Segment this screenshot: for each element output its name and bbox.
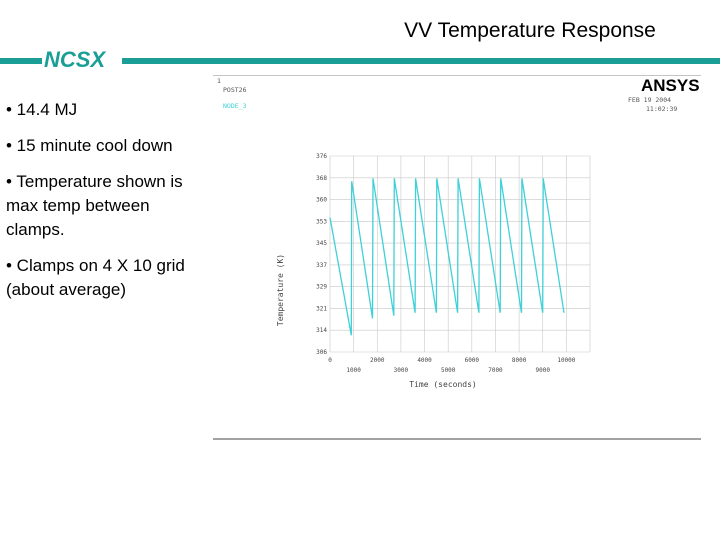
corner-line-2: POST26 xyxy=(223,86,247,94)
y-tick-label: 368 xyxy=(316,175,327,182)
plot-date: FEB 19 2004 xyxy=(628,96,671,104)
bullet-list: • 14.4 MJ • 15 minute cool down • Temper… xyxy=(6,98,206,314)
x-tick-label: 0 xyxy=(328,357,332,364)
x-tick-label: 4000 xyxy=(417,357,432,364)
bullet-max-temp: • Temperature shown is max temp between … xyxy=(6,172,183,239)
corner-line-1: 1 xyxy=(217,77,221,85)
title-bar-right xyxy=(122,58,720,64)
bullet-cooldown: • 15 minute cool down xyxy=(6,136,173,155)
slide-title: VV Temperature Response xyxy=(404,19,656,42)
x-tick-label: 1000 xyxy=(346,367,361,374)
y-tick-label: 321 xyxy=(316,305,327,312)
x-axis-label: Time (seconds) xyxy=(409,380,476,389)
x-tick-label: 6000 xyxy=(465,357,480,364)
x-tick-label: 5000 xyxy=(441,367,456,374)
y-tick-label: 360 xyxy=(316,197,327,204)
ncsx-logo: NCSX xyxy=(44,47,106,72)
y-tick-label: 376 xyxy=(316,153,327,160)
bullet-energy: • 14.4 MJ xyxy=(6,100,78,119)
x-tick-label: 7000 xyxy=(488,367,503,374)
y-tick-label: 329 xyxy=(316,284,327,291)
chart-area: 306 314 321 329 337 345 353 360 368 376 0 2000 4000 6… xyxy=(316,153,591,374)
y-axis-label: Temperature (K) xyxy=(276,254,285,326)
x-tick-label: 2000 xyxy=(370,357,385,364)
title-bar xyxy=(0,55,720,67)
plot-time: 11:02:39 xyxy=(646,105,677,113)
y-tick-label: 306 xyxy=(316,349,327,356)
ansys-logo: ANSYS xyxy=(641,76,700,95)
ansys-plot-panel: 1 POST26 NODE_3 ANSYS FEB 19 2004 11:02:… xyxy=(213,75,701,440)
x-tick-label: 3000 xyxy=(394,367,409,374)
corner-line-3: NODE_3 xyxy=(223,102,247,110)
y-tick-label: 314 xyxy=(316,327,327,334)
y-tick-label: 345 xyxy=(316,240,327,247)
x-tick-label: 9000 xyxy=(536,367,551,374)
y-tick-label: 337 xyxy=(316,262,327,269)
x-tick-label: 10000 xyxy=(557,357,575,364)
title-bar-left xyxy=(0,58,42,64)
bullet-clamps: • Clamps on 4 X 10 grid (about average) xyxy=(6,256,185,299)
y-tick-label: 353 xyxy=(316,218,327,225)
x-tick-label: 8000 xyxy=(512,357,527,364)
temperature-series-line xyxy=(329,178,565,336)
